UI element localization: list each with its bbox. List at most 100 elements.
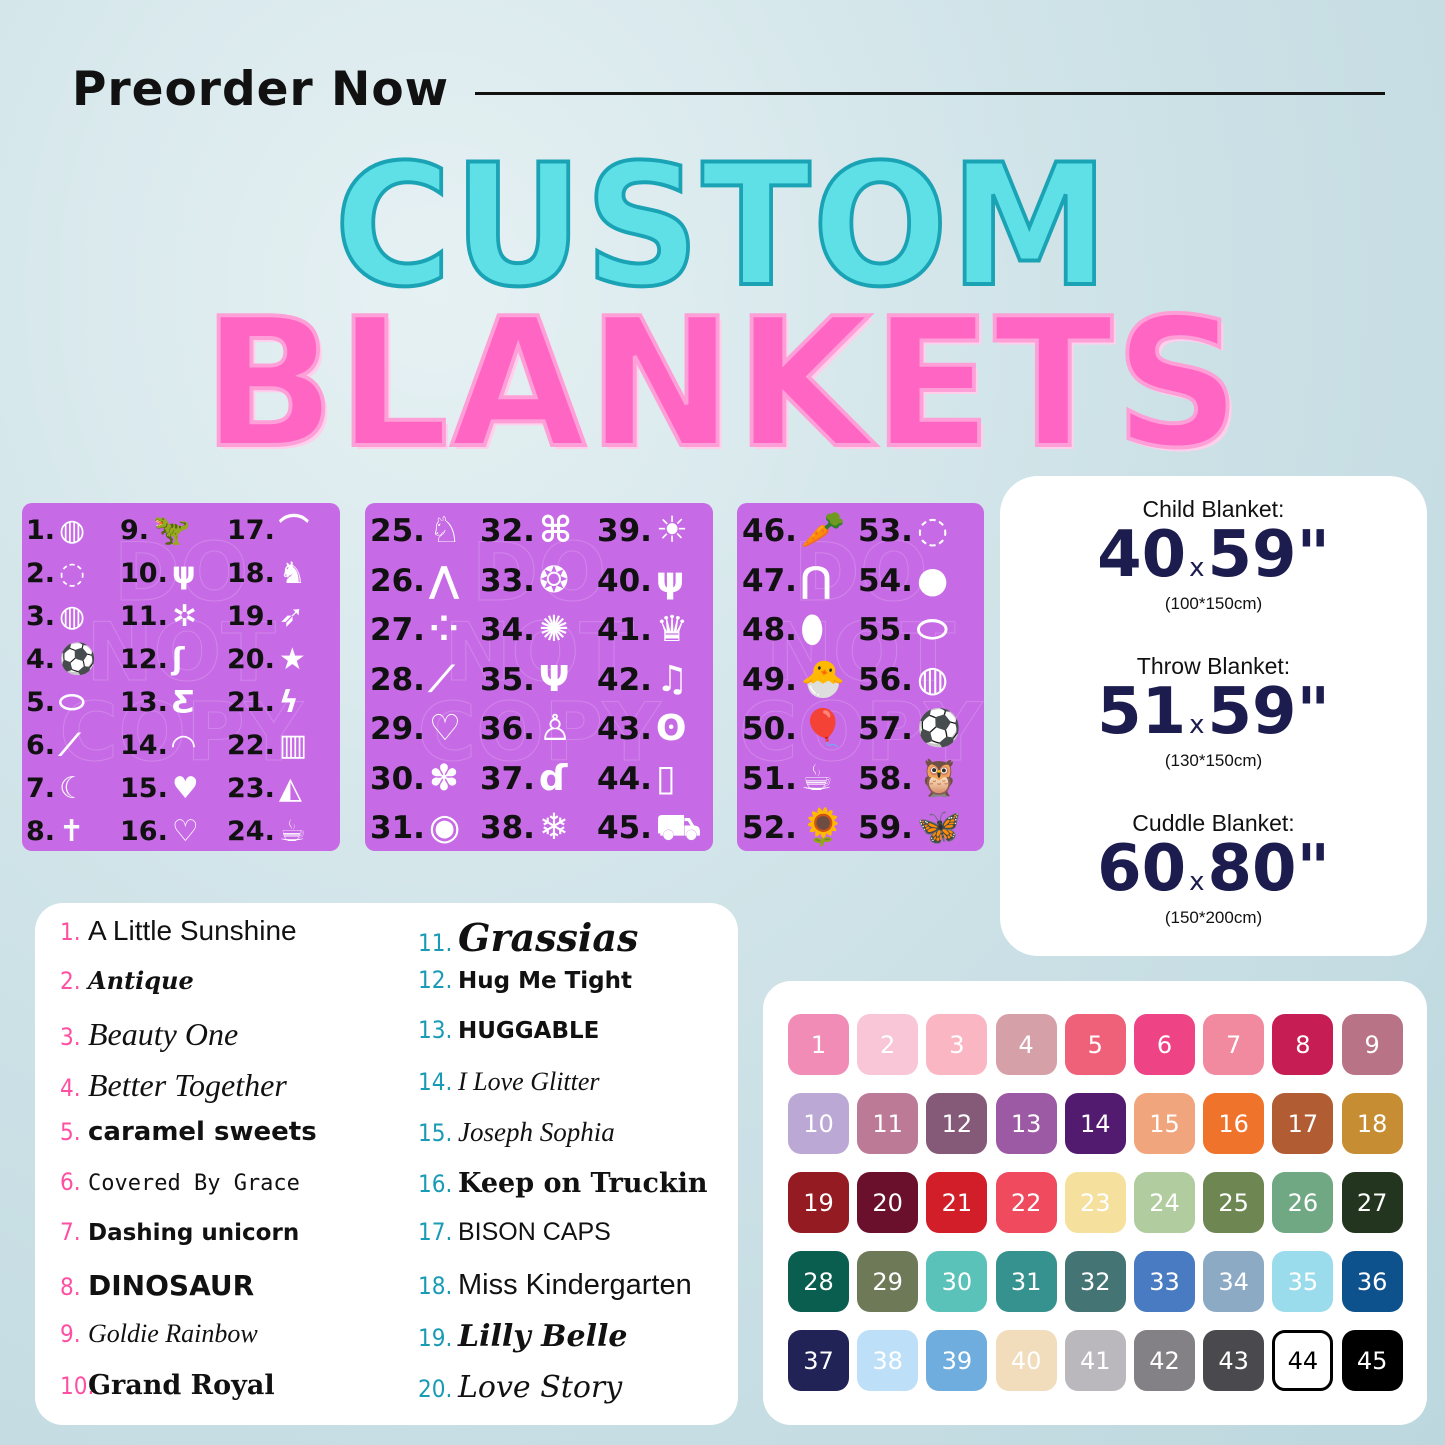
design-number: 58.: [858, 760, 913, 797]
design-number: 4.: [26, 644, 56, 675]
design-item: 20. ★: [227, 644, 306, 675]
mermaid-icon: ʃ: [171, 641, 185, 677]
design-number: 30.: [370, 760, 425, 797]
volleyball-icon: ◍: [59, 512, 86, 548]
rocket-icon: ➶: [278, 598, 304, 634]
design-item: 32. ⌘: [480, 510, 573, 551]
design-number: 55.: [858, 612, 913, 648]
ribbon-icon: ʘ: [655, 708, 687, 749]
font-number: 8.: [60, 1272, 81, 1301]
font-option: 2. Antique: [60, 966, 194, 995]
font-name: Keep on Truckin: [458, 1167, 708, 1199]
cat-icon: ♞: [278, 555, 306, 591]
design-number: 13.: [120, 687, 168, 718]
design-item: 13. Ƹ: [120, 687, 195, 718]
color-swatch: 41: [1064, 1330, 1126, 1391]
sun-icon: ☀: [655, 510, 689, 551]
font-number: 6.: [60, 1167, 81, 1196]
design-item: 21. ϟ: [227, 687, 299, 718]
size-label: Child Blanket:: [1142, 496, 1285, 522]
design-number: 5.: [26, 687, 56, 718]
title-blankets: BLANKETS: [201, 278, 1243, 489]
color-swatch: 39: [926, 1330, 988, 1391]
font-number: 10.: [60, 1371, 95, 1400]
paw-prints-icon: ⁘: [428, 609, 460, 650]
font-name: Hug Me Tight: [458, 967, 632, 994]
design-number: 18.: [227, 558, 275, 589]
color-swatch: 15: [1134, 1093, 1195, 1154]
design-number: 38.: [480, 810, 535, 846]
design-item: 45. ⛟: [597, 807, 702, 848]
sunflower-outline-icon: ✺: [538, 609, 570, 650]
heading-divider: [475, 92, 1385, 95]
owl-icon: 🦉: [916, 757, 962, 799]
font-number: 14.: [418, 1067, 453, 1096]
color-swatch: 21: [926, 1172, 988, 1233]
design-item: 51. ☕: [742, 757, 834, 799]
font-option: 11. Grassias: [418, 915, 638, 960]
coffee-cup-icon: ☕: [800, 757, 834, 799]
game-controller-icon: ⌘: [538, 510, 573, 551]
design-number: 8.: [26, 816, 56, 847]
easter-eggs-icon: ⬮: [800, 609, 824, 650]
watermark: DO NOT COPY: [738, 526, 983, 779]
font-option: 6. Covered By Grace: [60, 1168, 300, 1196]
font-option: 8. DINOSAUR: [60, 1269, 254, 1302]
color-swatch: 34: [1203, 1251, 1265, 1312]
balloons-icon: 🎈: [800, 708, 846, 749]
color-swatch: 13: [995, 1093, 1057, 1154]
design-item: 11. ✲: [120, 601, 197, 632]
deer-icon: Ψ: [538, 658, 570, 700]
design-item: 46. 🥕: [742, 510, 846, 551]
design-item: 38. ❄: [480, 807, 570, 848]
football-icon: ⬭: [916, 609, 948, 650]
font-option: 5. caramel sweets: [60, 1117, 317, 1147]
carrots-icon: 🥕: [800, 510, 846, 551]
snowflake-icon: ❄: [538, 807, 570, 848]
font-option: 18. Miss Kindergarten: [418, 1269, 692, 1302]
dump-truck-icon: ⛟: [655, 807, 702, 848]
design-item: 44. ▯: [597, 760, 676, 797]
design-number: 11.: [120, 601, 168, 632]
design-number: 21.: [227, 687, 275, 718]
design-item: 7. ☾: [26, 773, 86, 804]
design-number: 41.: [597, 612, 652, 648]
font-number: 16.: [418, 1169, 453, 1198]
unicorn-horn-icon: ⋀: [428, 559, 460, 601]
font-name: Antique: [88, 965, 194, 995]
color-swatch: 17: [1272, 1093, 1334, 1154]
dog-and-cat-icon: ♙: [538, 708, 572, 749]
color-swatch: 24: [1134, 1172, 1195, 1233]
paw-circle-icon: ◉: [428, 807, 461, 848]
design-number: 22.: [227, 730, 275, 761]
design-number: 53.: [858, 513, 913, 549]
design-item: 29. ♡: [370, 711, 461, 748]
font-option: 1. A Little Sunshine: [60, 915, 297, 947]
font-option: 17. BISON CAPS: [418, 1218, 611, 1247]
design-number: 33.: [480, 562, 535, 599]
baseball-bat-icon: ⟋: [59, 727, 81, 763]
design-number: 59.: [858, 810, 913, 846]
font-name: Beauty One: [88, 1016, 239, 1052]
color-swatch: 14: [1064, 1093, 1126, 1154]
color-swatch: 10: [788, 1093, 849, 1154]
width: 60: [1097, 832, 1187, 906]
pizza-icon: ◭: [278, 770, 302, 806]
design-item: 23. ◭: [227, 773, 302, 804]
font-name: I Love Glitter: [458, 1066, 600, 1096]
font-option: 10. Grand Royal: [60, 1370, 275, 1401]
color-swatch: 40: [995, 1330, 1057, 1391]
times: x: [1189, 553, 1205, 583]
design-item: 59. 🦋: [858, 810, 962, 847]
width: 51: [1097, 675, 1187, 749]
design-number: 29.: [370, 711, 425, 747]
design-number: 24.: [227, 816, 275, 847]
design-number: 20.: [227, 644, 275, 675]
design-number: 12.: [120, 644, 168, 675]
color-swatch: 7: [1203, 1014, 1265, 1075]
design-item: 35. Ψ: [480, 658, 570, 700]
color-swatch: 6: [1134, 1014, 1195, 1075]
design-number: 56.: [858, 661, 913, 698]
soccer-ball-icon: ⚽: [59, 641, 97, 677]
design-number: 25.: [370, 513, 425, 549]
